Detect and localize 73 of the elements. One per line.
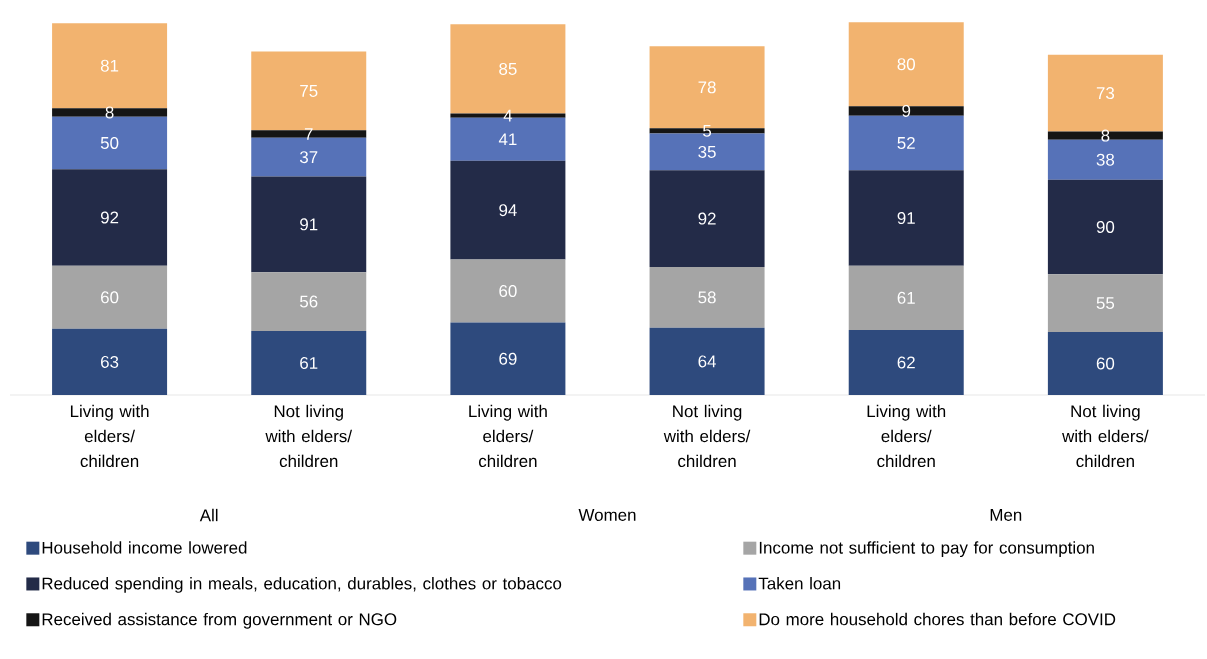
legend-label: Household income lowered [42,541,247,554]
bar [52,265,168,329]
data-label: 60 [101,291,119,304]
data-label: 91 [897,212,915,225]
data-label: 73 [1096,87,1115,100]
x-tick-label: Living with elders/ children [867,404,946,468]
bar [251,176,367,273]
data-label: 94 [499,204,517,217]
bar [1047,179,1163,275]
data-label: 92 [100,211,119,224]
bar [251,130,367,138]
bar [52,169,168,266]
data-label: 56 [299,295,318,308]
bar [251,330,367,395]
text: All [199,508,218,522]
legend-label: Income not sufficient to pay for consumption [759,541,1094,558]
bar [450,322,566,395]
data-label: 81 [100,59,119,72]
bar [1047,131,1163,140]
data-label: 38 [1096,153,1115,166]
x-tick-label: Living with elders/ children [469,404,547,468]
bar [251,272,367,331]
data-label: 58 [698,291,716,304]
x-tick-label: Not living with elders/ children [1062,404,1149,468]
data-label: 63 [101,355,119,368]
text: Women [578,509,636,521]
text: Men [990,509,1022,521]
data-label: 41 [498,133,517,146]
bar [52,108,168,117]
data-label: 75 [300,85,318,97]
bar [1047,331,1163,395]
data-label: 91 [300,218,318,231]
bar [848,115,964,171]
legend-label: Taken loan [758,577,841,590]
bar [848,329,964,395]
bar [649,327,765,395]
bar [848,265,964,330]
data-label: 62 [897,356,915,369]
bar [1047,274,1163,332]
bar [450,259,566,323]
bar [52,328,168,395]
data-label: 7 [304,128,313,140]
data-label: 52 [897,136,915,149]
data-label: 61 [300,356,318,369]
bar [848,22,964,107]
data-label: 37 [299,151,318,164]
x-tick-label: Living with elders/ children [70,404,149,468]
bar [848,106,964,116]
data-label: 8 [105,106,114,119]
data-label: 55 [1096,297,1115,310]
data-label: 50 [100,136,119,149]
data-label: 69 [499,352,517,365]
data-label: 85 [499,62,517,75]
data-label: 61 [897,291,915,304]
bar [848,170,964,266]
bar [649,266,765,328]
legend-label: Reduced spending in meals, education, durables, clothes or tobacco [42,577,562,593]
bar [450,160,566,260]
x-tick-label: Not living with elders/ children [663,404,751,468]
data-label: 35 [698,145,716,158]
data-label: 60 [499,285,517,298]
data-label: 8 [1101,129,1110,142]
data-label: 92 [698,212,716,225]
legend-label: Received assistance from government or NGO [42,612,397,629]
data-label: 80 [897,58,915,71]
data-label: 64 [698,355,716,368]
data-label: 9 [902,104,911,117]
bar [649,170,765,267]
x-tick-label: Not living with elders/ children [265,404,353,468]
data-label: 78 [698,81,716,94]
legend-label: Do more household chores than before COVID [759,612,1116,626]
data-label: 90 [1096,220,1115,233]
data-label: 60 [1096,357,1115,370]
